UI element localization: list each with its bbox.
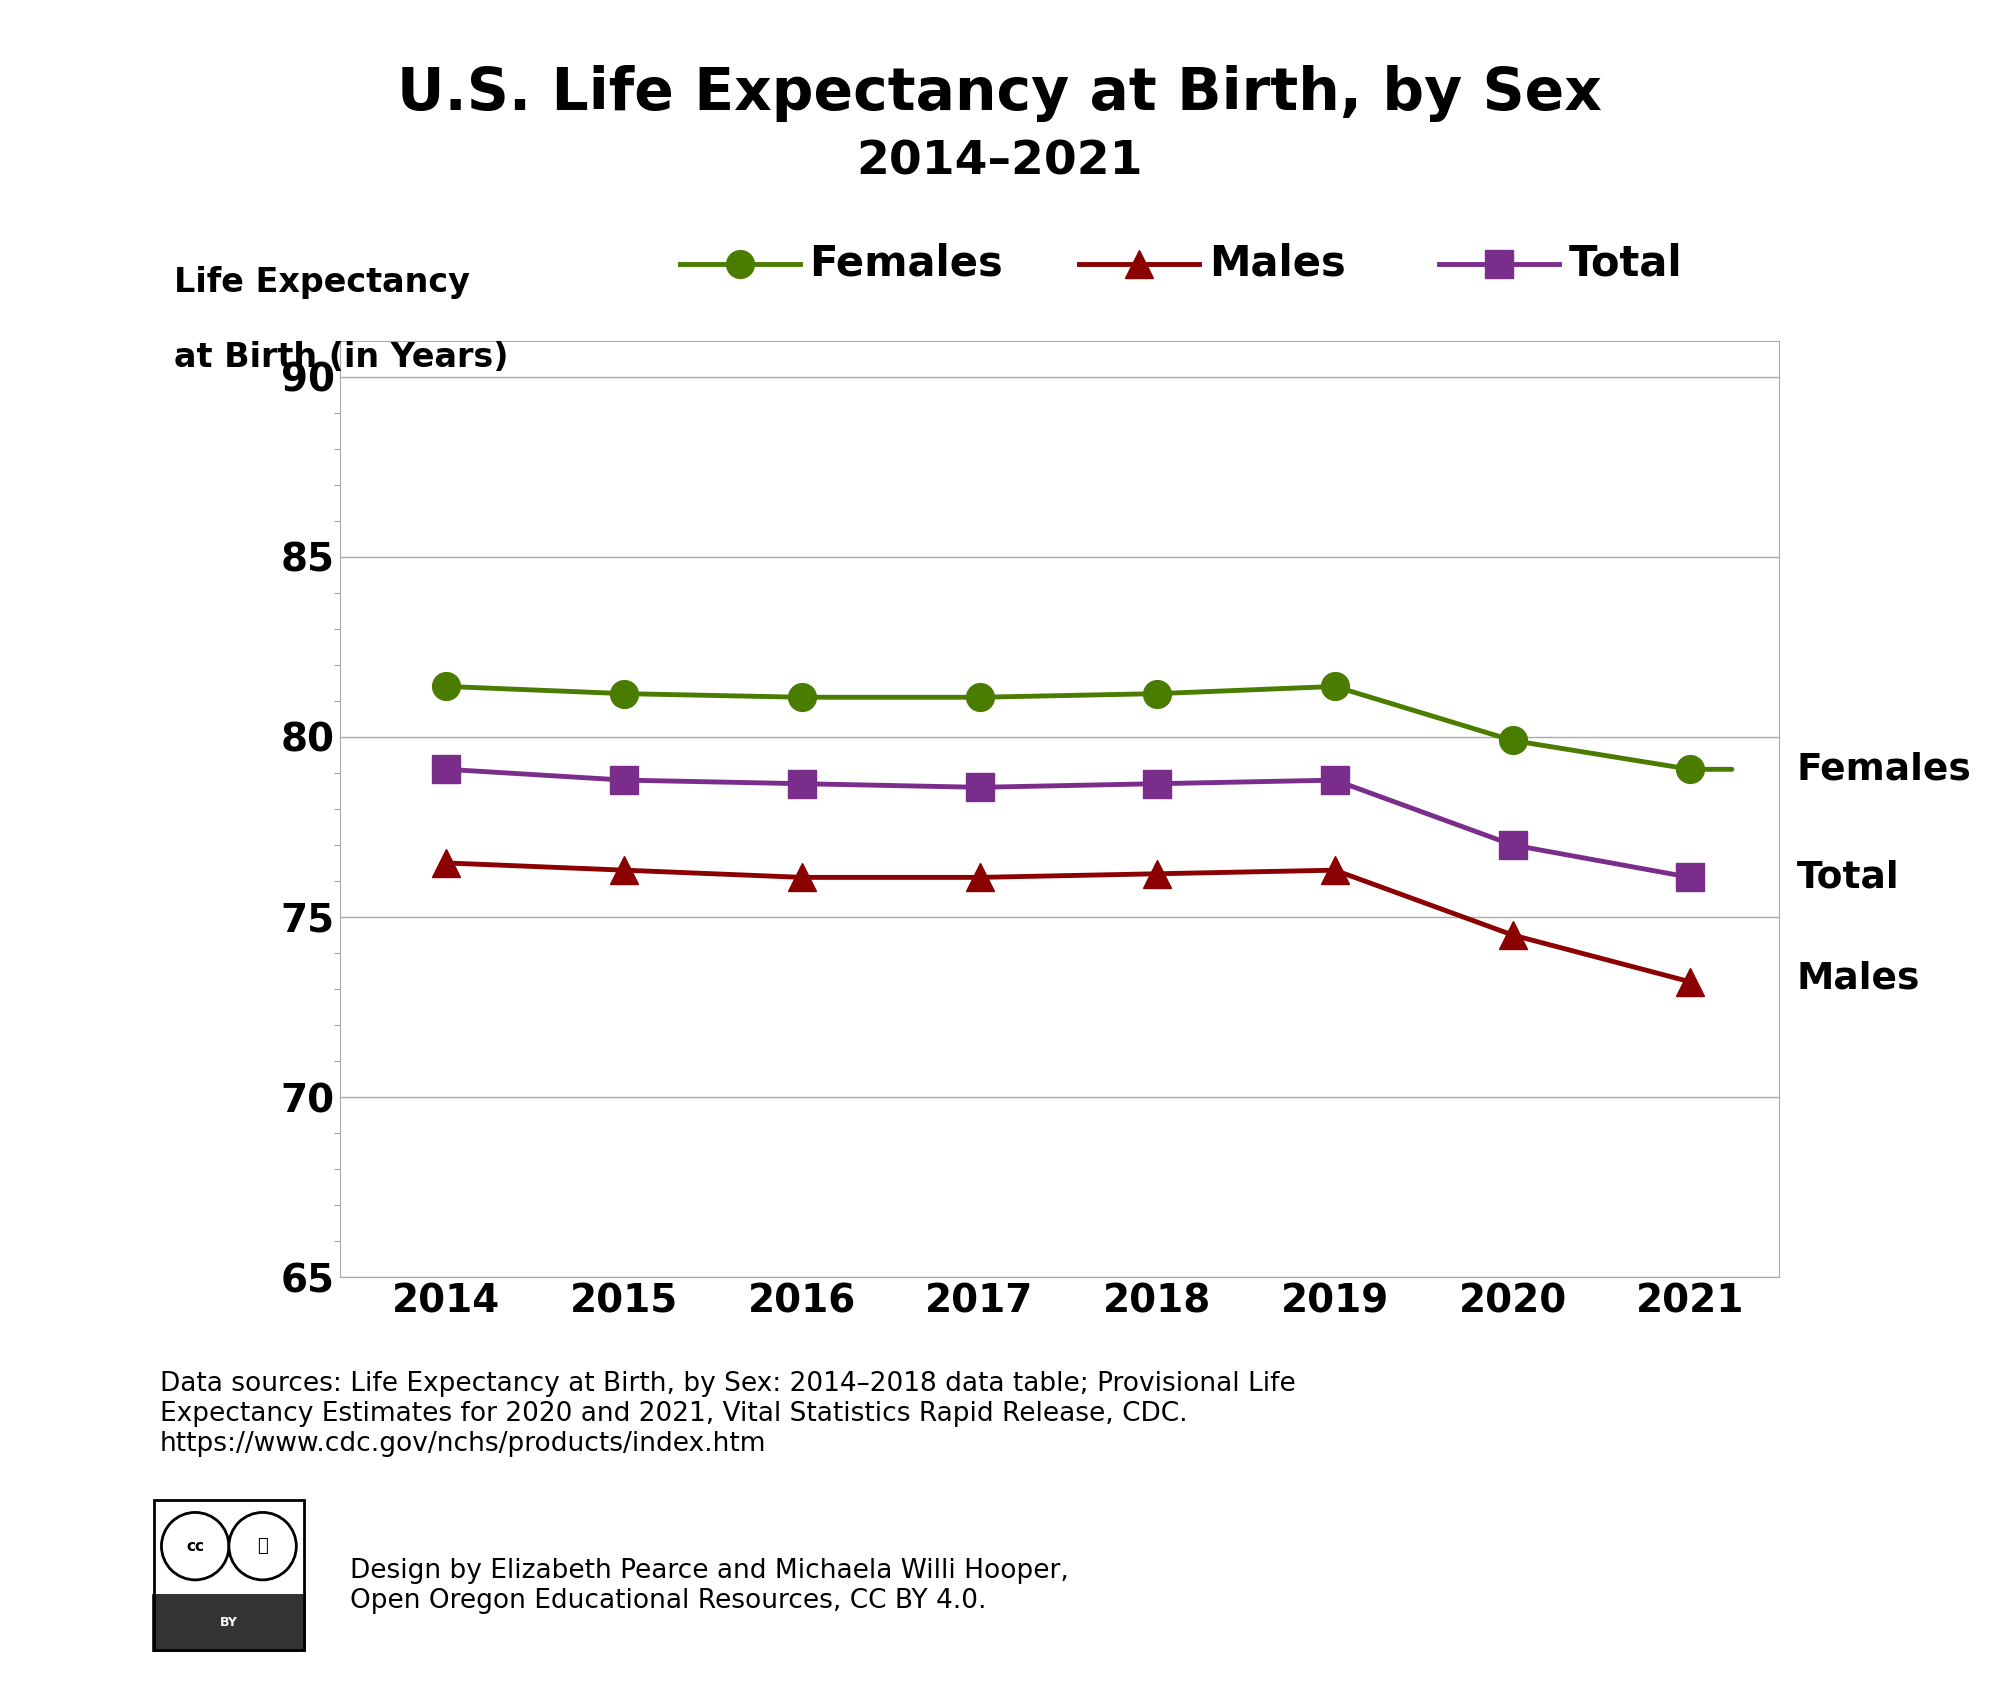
- Text: cc: cc: [186, 1538, 204, 1553]
- FancyBboxPatch shape: [152, 1499, 306, 1594]
- Text: Males: Males: [1796, 960, 1920, 996]
- Circle shape: [162, 1512, 228, 1580]
- Text: ⓘ: ⓘ: [258, 1538, 268, 1555]
- Text: Males: Males: [1209, 244, 1345, 284]
- Text: Females: Females: [809, 244, 1003, 284]
- Text: Design by Elizabeth Pearce and Michaela Willi Hooper,
Open Oregon Educational Re: Design by Elizabeth Pearce and Michaela …: [350, 1558, 1069, 1614]
- Text: Total: Total: [1568, 244, 1682, 284]
- FancyBboxPatch shape: [152, 1594, 306, 1652]
- Circle shape: [228, 1512, 296, 1580]
- Text: at Birth (in Years): at Birth (in Years): [174, 341, 509, 373]
- Text: 2014–2021: 2014–2021: [855, 140, 1143, 184]
- Text: U.S. Life Expectancy at Birth, by Sex: U.S. Life Expectancy at Birth, by Sex: [398, 65, 1600, 121]
- Text: BY: BY: [220, 1616, 238, 1630]
- Text: Data sources: Life Expectancy at Birth, by Sex: 2014–2018 data table; Provisiona: Data sources: Life Expectancy at Birth, …: [160, 1371, 1295, 1456]
- Text: Females: Females: [1796, 751, 1970, 787]
- Text: Life Expectancy: Life Expectancy: [174, 266, 470, 298]
- Text: Total: Total: [1796, 860, 1898, 896]
